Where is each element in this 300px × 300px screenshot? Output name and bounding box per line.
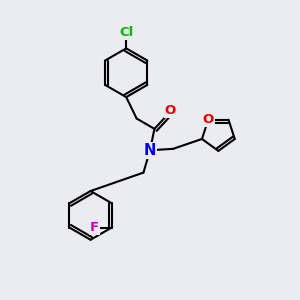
- Text: O: O: [202, 113, 214, 126]
- Text: O: O: [165, 104, 176, 117]
- Text: F: F: [90, 221, 99, 234]
- Text: Cl: Cl: [119, 26, 133, 39]
- Text: N: N: [144, 143, 156, 158]
